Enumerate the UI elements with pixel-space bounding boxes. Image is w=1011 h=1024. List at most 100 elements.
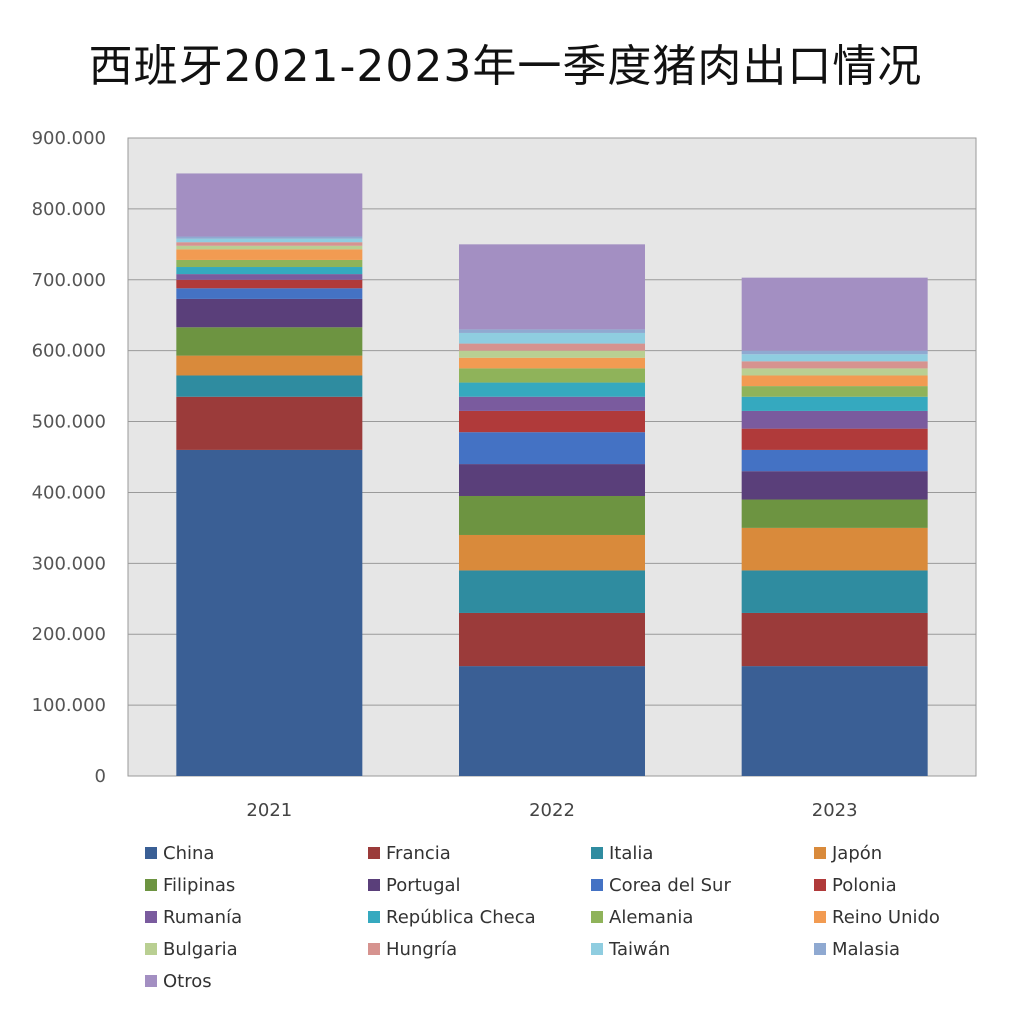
legend-label: Bulgaria — [163, 938, 238, 960]
legend-item: Taiwán — [591, 938, 670, 960]
bar-segment — [176, 375, 363, 397]
bar-segment — [459, 357, 645, 369]
legend-swatch — [368, 847, 380, 859]
bar-segment — [741, 666, 928, 776]
legend-item: Corea del Sur — [591, 874, 731, 896]
legend-item: Rumanía — [145, 906, 242, 928]
bar-segment — [741, 361, 928, 369]
bar-segment — [176, 396, 363, 450]
legend-label: República Checa — [386, 906, 536, 928]
legend-label: Otros — [163, 970, 212, 992]
y-tick-label: 700.000 — [32, 270, 106, 291]
legend-swatch — [145, 847, 157, 859]
legend-label: China — [163, 842, 215, 864]
bar-segment — [176, 298, 363, 328]
legend-label: Rumanía — [163, 906, 243, 928]
bar-segment — [176, 274, 363, 280]
bar-segment — [459, 332, 645, 344]
bar-segment — [741, 499, 928, 528]
legend-item: Polonia — [814, 874, 897, 896]
legend-label: Alemania — [609, 906, 694, 928]
legend-item: Filipinas — [145, 874, 235, 896]
y-tick-label: 100.000 — [32, 695, 106, 716]
bar-segment — [459, 534, 645, 571]
legend-swatch — [591, 847, 603, 859]
bar-segment — [741, 471, 928, 500]
legend-label: Hungría — [386, 938, 458, 960]
x-tick-label: 2022 — [529, 800, 575, 821]
legend-swatch — [368, 879, 380, 891]
x-tick-label: 2023 — [812, 800, 858, 821]
y-tick-label: 600.000 — [32, 341, 106, 362]
bar-segment — [459, 570, 645, 613]
bar-segment — [459, 432, 645, 465]
bar-segment — [176, 355, 363, 376]
legend-item: Francia — [368, 842, 451, 864]
y-tick-label: 0 — [95, 766, 106, 787]
y-tick-label: 400.000 — [32, 482, 106, 503]
bar-segment — [741, 410, 928, 429]
legend-item: Bulgaria — [145, 938, 238, 960]
bar-segment — [176, 267, 363, 275]
bar-segment — [176, 449, 363, 776]
legend-label: Reino Unido — [832, 906, 940, 928]
legend-swatch — [145, 879, 157, 891]
bar-segment — [176, 327, 363, 356]
y-tick-label: 900.000 — [32, 128, 106, 149]
legend-swatch — [145, 911, 157, 923]
bar-segment — [741, 277, 928, 351]
legend-item: Alemania — [591, 906, 693, 928]
legend-item: Otros — [145, 970, 212, 992]
legend-swatch — [591, 911, 603, 923]
y-tick-label: 300.000 — [32, 553, 106, 574]
bar-segment — [741, 396, 928, 411]
bar-segment — [176, 242, 363, 246]
legend-item: Hungría — [368, 938, 457, 960]
bar-segment — [459, 244, 645, 330]
bar-segment — [459, 329, 645, 333]
legend-label: Francia — [386, 842, 451, 864]
legend-item: Portugal — [368, 874, 461, 896]
bar-segment — [459, 612, 645, 667]
bar-segment — [459, 464, 645, 496]
bar-segment — [741, 375, 928, 387]
bar-segment — [459, 350, 645, 358]
legend-swatch — [591, 879, 603, 891]
x-tick-label: 2021 — [246, 800, 292, 821]
stacked-bar-chart: 0 100.000 200.000 300.000 400.000 500.000 600.… — [32, 128, 977, 821]
legend-swatch — [814, 943, 826, 955]
legend-swatch — [591, 943, 603, 955]
legend-swatch — [368, 911, 380, 923]
bar-segment — [459, 666, 645, 776]
legend-label: Malasia — [832, 938, 901, 960]
legend-label: Portugal — [386, 874, 461, 896]
bar-segment — [741, 428, 928, 450]
legend-swatch — [814, 879, 826, 891]
legend-item: Reino Unido — [814, 906, 940, 928]
legend-label: Polonia — [832, 874, 897, 896]
legend-swatch — [368, 943, 380, 955]
legend-item: Malasia — [814, 938, 900, 960]
legend-label: Corea del Sur — [609, 874, 731, 896]
legend-label: Japón — [832, 842, 883, 864]
legend-swatch — [814, 847, 826, 859]
y-tick-label: 200.000 — [32, 624, 106, 645]
legend-label: Taiwán — [609, 938, 671, 960]
legend-item: China — [145, 842, 214, 864]
bar-segment — [741, 368, 928, 376]
legend-item: Italia — [591, 842, 653, 864]
bar-segment — [741, 350, 928, 355]
legend-item: República Checa — [368, 906, 536, 928]
bar-segment — [741, 570, 928, 613]
bar-segment — [459, 396, 645, 411]
bar-segment — [459, 382, 645, 397]
y-tick-label: 500.000 — [32, 412, 106, 433]
legend-swatch — [814, 911, 826, 923]
legend-item: Japón — [814, 842, 882, 864]
legend-label: Italia — [609, 842, 654, 864]
bar-segment — [741, 386, 928, 397]
bar-segment — [741, 449, 928, 472]
bar-segment — [176, 249, 363, 260]
bar-segment — [459, 368, 645, 383]
bar-segment — [176, 245, 363, 250]
